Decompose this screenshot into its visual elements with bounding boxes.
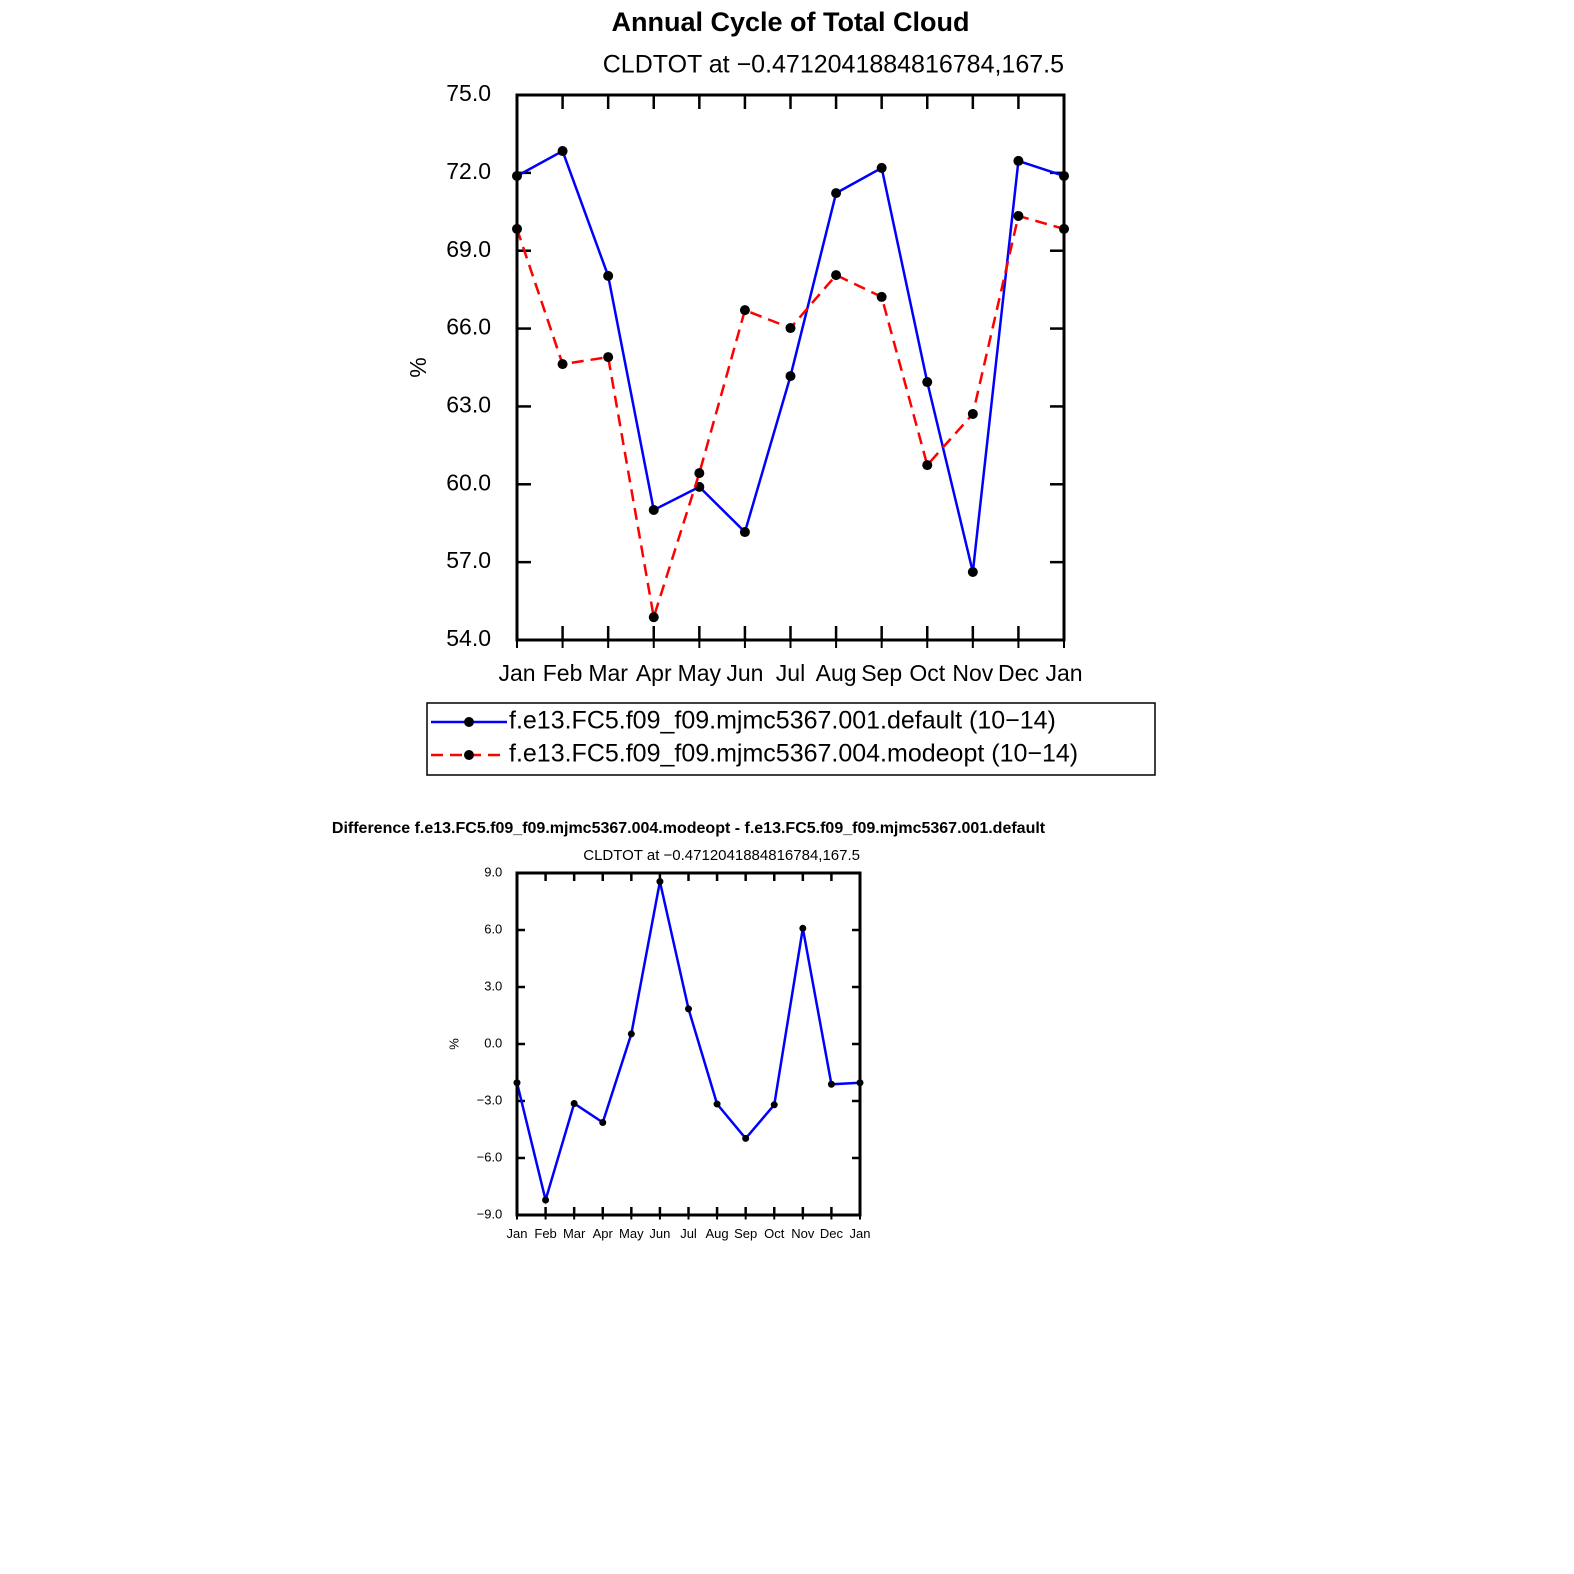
x-tick-label: Apr	[593, 1226, 614, 1241]
data-point	[570, 1099, 578, 1107]
data-point	[694, 468, 705, 479]
legend-marker	[464, 750, 474, 760]
x-tick-label: Dec	[998, 660, 1039, 686]
x-tick-label: Jul	[776, 660, 805, 686]
y-tick-label: −6.0	[477, 1149, 503, 1164]
data-point	[831, 188, 842, 199]
y-tick-label: 6.0	[484, 921, 502, 936]
chart-subtitle: CLDTOT at −0.4712041884816784,167.5	[603, 51, 1064, 79]
data-point	[831, 270, 842, 281]
data-point	[770, 1101, 778, 1109]
data-point	[967, 408, 978, 419]
data-point	[742, 1134, 750, 1142]
series-line	[516, 149, 1065, 573]
data-point	[1013, 155, 1024, 166]
data-point	[785, 323, 796, 334]
legend-marker	[464, 717, 474, 727]
y-tick-label: 72.0	[446, 158, 491, 184]
x-tick-label: Jan	[507, 1226, 528, 1241]
x-tick-label: Aug	[706, 1226, 729, 1241]
x-tick-label: Sep	[861, 660, 902, 686]
plot-frame	[515, 93, 1066, 642]
y-tick-label: 57.0	[446, 547, 491, 573]
data-point	[685, 1005, 692, 1013]
series-line	[515, 214, 1065, 618]
y-tick-label: 66.0	[446, 314, 491, 340]
x-tick-label: Jun	[726, 660, 763, 686]
y-tick-label: −3.0	[477, 1092, 503, 1107]
x-tick-label: Jan	[1045, 660, 1082, 686]
data-point	[967, 567, 978, 578]
x-tick-label: May	[678, 660, 722, 686]
x-tick-label: Oct	[909, 660, 945, 686]
y-tick-label: 75.0	[446, 80, 491, 106]
data-point	[557, 359, 568, 370]
data-point	[739, 305, 750, 316]
x-tick-label: Jan	[498, 660, 535, 686]
legend-label: f.e13.FC5.f09_f09.mjmc5367.004.modeopt (…	[509, 740, 1078, 768]
x-tick-label: Feb	[534, 1226, 556, 1241]
chart-title: Difference f.e13.FC5.f09_f09.mjmc5367.00…	[332, 820, 1046, 837]
series-line	[515, 881, 861, 1205]
x-tick-label: Sep	[734, 1226, 757, 1241]
x-tick-label: Apr	[636, 660, 672, 686]
y-tick-label: 54.0	[446, 625, 491, 651]
legend-label: f.e13.FC5.f09_f09.mjmc5367.001.default (…	[509, 707, 1056, 735]
legend-box	[426, 702, 1156, 776]
data-point	[656, 878, 664, 886]
y-tick-label: 60.0	[446, 469, 491, 495]
y-axis-label: %	[405, 357, 431, 377]
data-point	[922, 377, 933, 388]
x-tick-label: Mar	[588, 660, 628, 686]
chart-title: Annual Cycle of Total Cloud	[611, 7, 969, 37]
data-point	[627, 1030, 635, 1038]
x-tick-label: Aug	[816, 660, 857, 686]
x-tick-label: Dec	[820, 1226, 844, 1241]
data-point	[739, 527, 750, 538]
x-tick-label: Feb	[543, 660, 583, 686]
data-point	[1013, 210, 1024, 221]
y-tick-label: 63.0	[446, 392, 491, 418]
y-tick-label: 3.0	[484, 978, 502, 993]
x-tick-label: Nov	[952, 660, 993, 686]
data-point	[876, 162, 887, 173]
data-point	[922, 460, 933, 471]
data-point	[876, 291, 887, 302]
y-axis-label: %	[446, 1038, 461, 1050]
y-tick-label: 0.0	[484, 1035, 502, 1050]
data-point	[542, 1196, 550, 1204]
data-point	[603, 270, 614, 281]
x-tick-label: Jan	[850, 1226, 871, 1241]
y-tick-label: 69.0	[446, 236, 491, 262]
x-tick-label: Oct	[764, 1226, 785, 1241]
chart-subtitle: CLDTOT at −0.4712041884816784,167.5	[583, 847, 860, 864]
y-tick-label: 9.0	[484, 864, 502, 879]
data-point	[557, 146, 568, 157]
data-point	[827, 1080, 835, 1088]
plot-frame	[515, 871, 862, 1217]
data-point	[785, 371, 796, 382]
data-point	[648, 612, 659, 623]
x-tick-label: May	[619, 1226, 644, 1241]
x-tick-label: Mar	[563, 1226, 586, 1241]
y-tick-label: −9.0	[477, 1206, 503, 1221]
data-point	[603, 352, 614, 363]
data-point	[599, 1118, 607, 1126]
data-point	[648, 504, 659, 515]
x-tick-label: Jul	[680, 1226, 697, 1241]
x-tick-label: Nov	[791, 1226, 815, 1241]
data-point	[799, 924, 807, 932]
x-tick-label: Jun	[649, 1226, 670, 1241]
data-point	[713, 1100, 721, 1108]
